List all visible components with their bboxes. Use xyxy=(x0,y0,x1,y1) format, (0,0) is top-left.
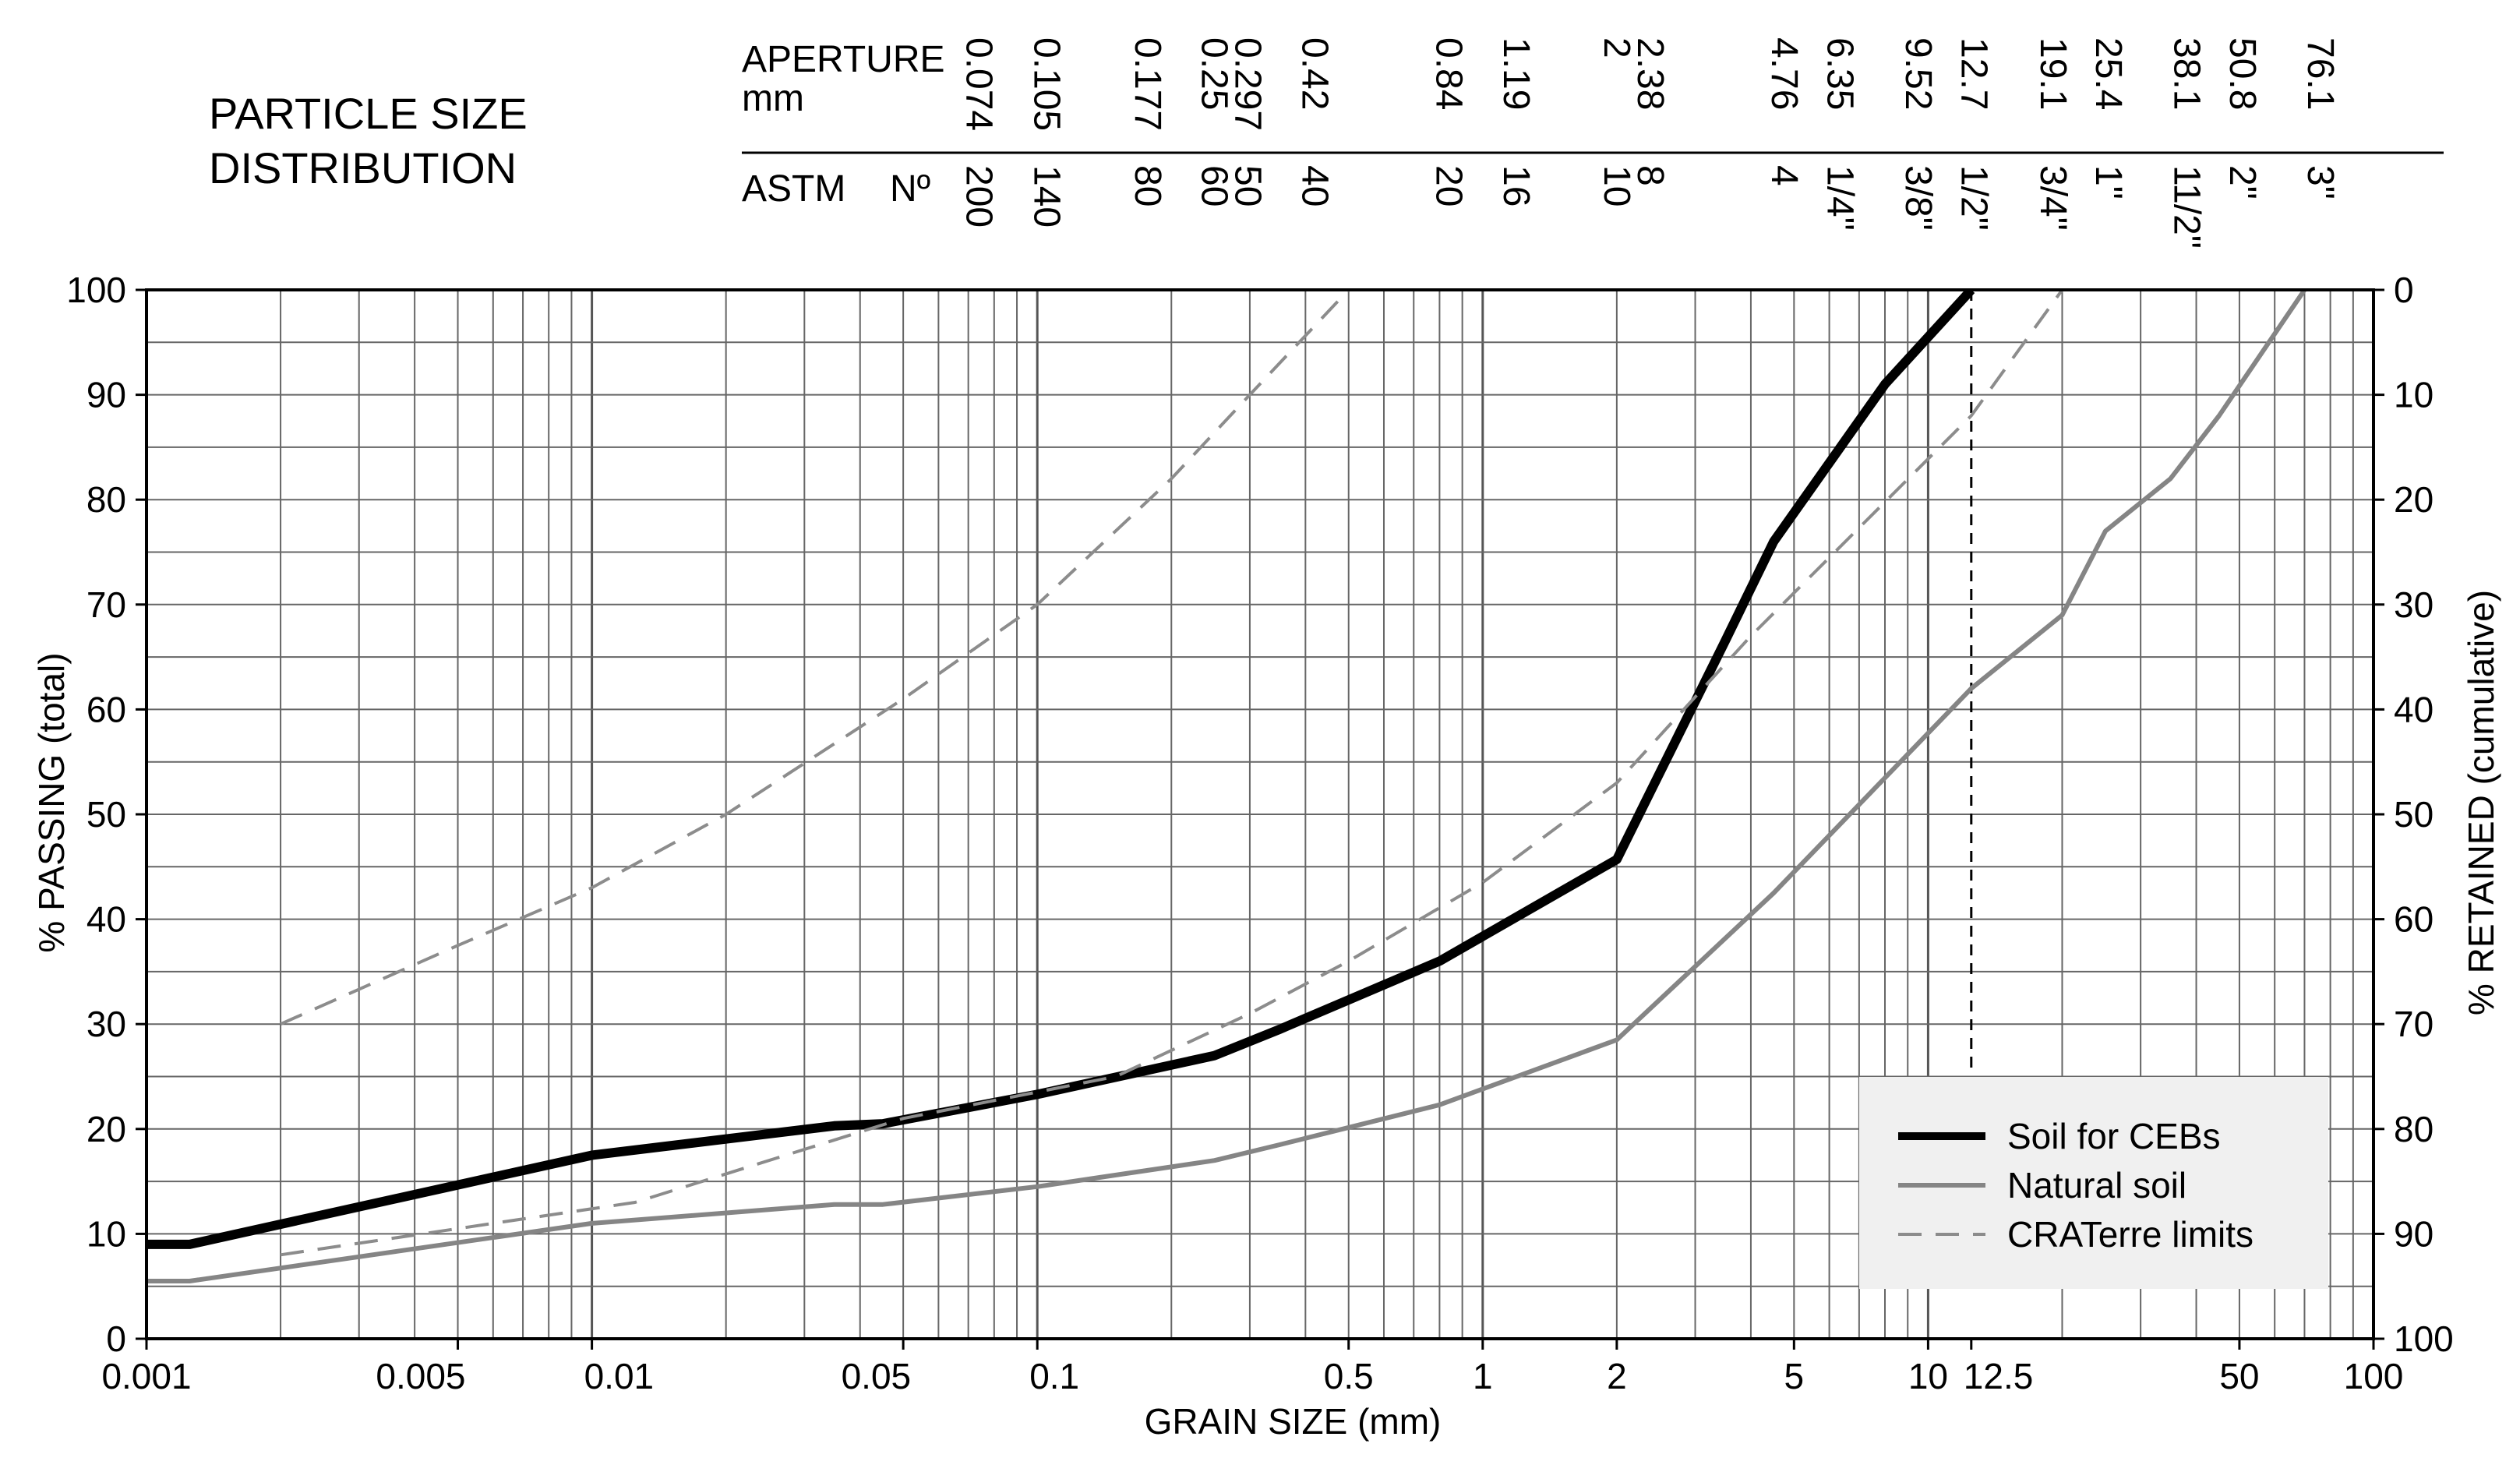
y-tick-label: 90 xyxy=(86,375,126,415)
legend-label-natural-soil: Natural soil xyxy=(2007,1165,2186,1205)
y-tick-label: 60 xyxy=(86,689,126,729)
chart-title-line-2: DISTRIBUTION xyxy=(209,143,517,192)
x-tick-label: 0.001 xyxy=(101,1356,191,1396)
x-tick-label: 10 xyxy=(1908,1356,1948,1396)
axes: 0102030405060708090100100908070605040302… xyxy=(66,270,2454,1396)
sieve-aperture-label: 0.25 xyxy=(1194,37,1235,110)
sieve-astm-label: 50 xyxy=(1226,165,1268,207)
x-tick-label: 2 xyxy=(1607,1356,1627,1396)
sieve-aperture-label: 0.177 xyxy=(1127,37,1168,131)
sieve-astm-label: 2" xyxy=(2222,165,2263,199)
sieve-astm-label: 60 xyxy=(1194,165,1235,207)
legend: Soil for CEBs Natural soil CRATerre limi… xyxy=(1859,1077,2328,1289)
x-axis-label: GRAIN SIZE (mm) xyxy=(1145,1401,1442,1442)
x-tick-label: 50 xyxy=(2219,1356,2259,1396)
y2-tick-label: 30 xyxy=(2394,584,2434,625)
sieve-astm-label: 11/2" xyxy=(2165,165,2207,249)
sieve-astm-label: 3" xyxy=(2299,165,2341,199)
y2-axis-label: % RETAINED (cumulative) xyxy=(2461,590,2501,1015)
x-tick-label: 5 xyxy=(1784,1356,1805,1396)
x-tick-label: 12.5 xyxy=(1964,1356,2034,1396)
y-tick-label: 10 xyxy=(86,1213,126,1254)
series-line-soil-for-cebs xyxy=(146,290,1975,1249)
sieve-astm-label: 20 xyxy=(1428,165,1470,207)
y2-tick-label: 10 xyxy=(2394,375,2434,415)
astm-label: ASTM xyxy=(742,168,845,210)
x-tick-label: 0.5 xyxy=(1324,1356,1374,1396)
sieve-astm-label: 80 xyxy=(1127,165,1168,207)
sieve-aperture-label: 0.105 xyxy=(1025,37,1067,131)
y-tick-label: 70 xyxy=(86,584,126,625)
sieve-aperture-label: 0.297 xyxy=(1226,37,1268,131)
y2-tick-label: 70 xyxy=(2394,1004,2434,1044)
y-tick-label: 50 xyxy=(86,794,126,835)
series xyxy=(146,290,2306,1283)
y2-tick-label: 0 xyxy=(2394,270,2414,310)
aperture-header: APERTURE mm ASTM Nº 0.074 200 0.105 140 0.17… xyxy=(742,37,2444,249)
chart-title: PARTICLE SIZE DISTRIBUTION xyxy=(209,89,528,192)
sieve-aperture-label: 0.42 xyxy=(1294,37,1335,110)
y2-tick-label: 90 xyxy=(2394,1213,2434,1254)
y2-tick-label: 100 xyxy=(2394,1318,2454,1359)
sieve-astm-label: 10 xyxy=(1596,165,1637,207)
legend-label-soil-for-cebs: Soil for CEBs xyxy=(2007,1116,2221,1156)
y2-tick-label: 50 xyxy=(2394,794,2434,835)
sieve-aperture-label: 76.1 xyxy=(2299,37,2341,110)
x-tick-label: 0.005 xyxy=(376,1356,465,1396)
series-line-craterre-limits xyxy=(280,290,2064,1257)
sieve-astm-label: 140 xyxy=(1025,165,1067,228)
sieve-aperture-label: 1.19 xyxy=(1495,37,1537,110)
y-tick-label: 40 xyxy=(86,899,126,940)
y2-tick-label: 80 xyxy=(2394,1109,2434,1149)
sieve-aperture-label: 38.1 xyxy=(2165,37,2207,110)
sieve-aperture-label: 25.4 xyxy=(2088,37,2129,110)
y-axis-label: % PASSING (total) xyxy=(31,652,72,952)
sieve-aperture-label: 0.074 xyxy=(958,37,999,131)
sieve-aperture-label: 12.7 xyxy=(1954,37,1995,110)
y2-tick-label: 40 xyxy=(2394,689,2434,729)
y-tick-label: 80 xyxy=(86,479,126,520)
x-tick-label: 0.05 xyxy=(842,1356,912,1396)
sieve-astm-label: 8 xyxy=(1629,165,1671,186)
y-tick-label: 20 xyxy=(86,1109,126,1149)
sieve-aperture-label: 4.76 xyxy=(1763,37,1805,110)
sieve-aperture-label: 50.8 xyxy=(2222,37,2263,110)
sieve-astm-label: 1" xyxy=(2088,165,2129,199)
y2-tick-label: 60 xyxy=(2394,899,2434,940)
sieve-aperture-label: 2 xyxy=(1596,37,1637,58)
sieve-astm-label: 3/8" xyxy=(1897,165,1939,231)
series-line-natural-soil xyxy=(146,290,2306,1283)
aperture-label-line-2: mm xyxy=(742,78,804,119)
y2-tick-label: 20 xyxy=(2394,479,2434,520)
sieve-astm-label: 1/4" xyxy=(1819,165,1861,231)
sieve-astm-label: 16 xyxy=(1495,165,1537,207)
x-tick-label: 100 xyxy=(2344,1356,2404,1396)
y-tick-label: 100 xyxy=(66,270,126,310)
x-tick-label: 0.01 xyxy=(584,1356,655,1396)
series-line-craterre-upper-limit xyxy=(280,290,1350,1026)
sieve-astm-label: 40 xyxy=(1294,165,1335,207)
sieve-aperture-label: 9.52 xyxy=(1897,37,1939,110)
sieve-aperture-label: 6.35 xyxy=(1819,37,1861,110)
legend-label-craterre-limits: CRATerre limits xyxy=(2007,1214,2254,1255)
y-tick-label: 30 xyxy=(86,1004,126,1044)
x-tick-label: 0.1 xyxy=(1029,1356,1079,1396)
x-tick-label: 1 xyxy=(1473,1356,1493,1396)
sieve-aperture-label: 2.38 xyxy=(1629,37,1671,110)
sieve-astm-label: 4 xyxy=(1763,165,1805,186)
sieve-aperture-label: 0.84 xyxy=(1428,37,1470,110)
sieve-astm-label: 200 xyxy=(958,165,999,228)
sieve-aperture-label: 19.1 xyxy=(2032,37,2074,110)
aperture-label-line-1: APERTURE xyxy=(742,39,945,80)
astm-number-label: Nº xyxy=(890,168,930,210)
sieve-astm-label: 1/2" xyxy=(1954,165,1995,231)
sieve-astm-label: 3/4" xyxy=(2032,165,2074,231)
chart-title-line-1: PARTICLE SIZE xyxy=(209,89,528,138)
y-tick-label: 0 xyxy=(106,1318,126,1359)
